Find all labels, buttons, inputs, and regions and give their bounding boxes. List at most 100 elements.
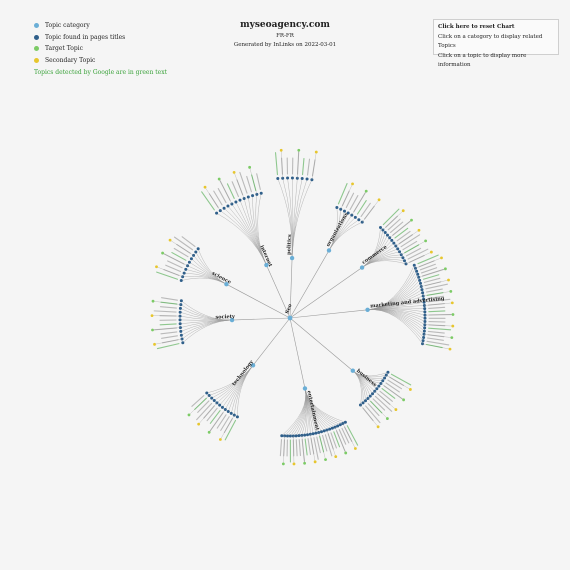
sub-node[interactable] bbox=[449, 289, 453, 293]
leaf-node[interactable] bbox=[235, 415, 239, 419]
sub-node[interactable] bbox=[155, 265, 158, 269]
sub-node[interactable] bbox=[401, 209, 405, 213]
sub-node[interactable] bbox=[187, 413, 191, 417]
sub-node[interactable] bbox=[344, 451, 348, 455]
leaf-node[interactable] bbox=[178, 322, 182, 326]
leaf-node[interactable] bbox=[423, 319, 427, 323]
leaf-node[interactable] bbox=[401, 256, 405, 260]
leaf-node[interactable] bbox=[398, 250, 402, 254]
leaf-node[interactable] bbox=[300, 177, 304, 181]
sub-node[interactable] bbox=[377, 198, 381, 202]
leaf-node[interactable] bbox=[184, 267, 188, 271]
leaf-node[interactable] bbox=[319, 430, 323, 434]
leaf-node[interactable] bbox=[280, 434, 284, 438]
sub-node[interactable] bbox=[232, 170, 236, 174]
leaf-node[interactable] bbox=[182, 271, 186, 275]
leaf-node[interactable] bbox=[368, 394, 372, 398]
category-label[interactable]: technology bbox=[231, 358, 255, 387]
leaf-node[interactable] bbox=[346, 211, 350, 215]
leaf-node[interactable] bbox=[187, 260, 191, 264]
leaf-node[interactable] bbox=[357, 218, 361, 222]
sub-node[interactable] bbox=[168, 238, 172, 242]
leaf-node[interactable] bbox=[286, 176, 290, 180]
leaf-node[interactable] bbox=[421, 339, 425, 343]
category-node[interactable] bbox=[326, 248, 332, 253]
leaf-node[interactable] bbox=[285, 434, 289, 438]
leaf-node[interactable] bbox=[381, 379, 385, 383]
leaf-node[interactable] bbox=[363, 399, 367, 403]
leaf-node[interactable] bbox=[276, 177, 280, 181]
sub-node[interactable] bbox=[161, 251, 164, 255]
leaf-node[interactable] bbox=[423, 326, 427, 330]
leaf-node[interactable] bbox=[238, 198, 242, 202]
leaf-node[interactable] bbox=[375, 387, 379, 391]
category-label[interactable]: entertainment bbox=[306, 390, 320, 431]
root-node[interactable] bbox=[287, 315, 293, 321]
leaf-node[interactable] bbox=[422, 300, 426, 304]
sub-node[interactable] bbox=[314, 150, 318, 154]
leaf-node[interactable] bbox=[189, 257, 193, 261]
leaf-node[interactable] bbox=[205, 391, 209, 395]
leaf-node[interactable] bbox=[179, 279, 183, 283]
leaf-node[interactable] bbox=[220, 405, 224, 409]
leaf-node[interactable] bbox=[336, 424, 340, 428]
category-node[interactable] bbox=[250, 363, 256, 368]
category-node[interactable] bbox=[302, 386, 308, 391]
category-node[interactable] bbox=[350, 368, 356, 373]
sub-node[interactable] bbox=[313, 460, 317, 464]
leaf-node[interactable] bbox=[418, 281, 422, 285]
sub-node[interactable] bbox=[451, 313, 455, 316]
leaf-node[interactable] bbox=[338, 423, 342, 427]
leaf-node[interactable] bbox=[226, 204, 230, 208]
leaf-node[interactable] bbox=[379, 225, 383, 229]
sub-node[interactable] bbox=[153, 342, 156, 346]
leaf-node[interactable] bbox=[290, 176, 294, 180]
sub-node[interactable] bbox=[203, 185, 207, 189]
leaf-node[interactable] bbox=[415, 269, 419, 273]
category-label[interactable]: society bbox=[215, 314, 236, 321]
leaf-node[interactable] bbox=[178, 306, 182, 310]
category-label[interactable]: commerce bbox=[361, 244, 388, 266]
leaf-node[interactable] bbox=[403, 259, 407, 263]
leaf-node[interactable] bbox=[178, 310, 182, 314]
leaf-node[interactable] bbox=[179, 333, 183, 337]
leaf-node[interactable] bbox=[222, 206, 226, 210]
sub-node[interactable] bbox=[248, 165, 252, 169]
sub-node[interactable] bbox=[408, 388, 412, 391]
sub-node[interactable] bbox=[447, 278, 450, 282]
leaf-node[interactable] bbox=[212, 399, 216, 403]
sub-node[interactable] bbox=[324, 458, 327, 462]
sub-node[interactable] bbox=[297, 148, 301, 152]
leaf-node[interactable] bbox=[246, 195, 250, 199]
sub-node[interactable] bbox=[444, 267, 447, 271]
leaf-node[interactable] bbox=[422, 297, 426, 301]
sub-node[interactable] bbox=[429, 250, 433, 254]
leaf-node[interactable] bbox=[314, 431, 318, 435]
leaf-node[interactable] bbox=[311, 432, 315, 436]
sub-node[interactable] bbox=[151, 328, 154, 332]
leaf-node[interactable] bbox=[210, 396, 214, 400]
sub-node[interactable] bbox=[450, 336, 454, 340]
sub-node[interactable] bbox=[351, 182, 354, 186]
leaf-node[interactable] bbox=[288, 434, 292, 438]
leaf-node[interactable] bbox=[234, 200, 238, 204]
leaf-node[interactable] bbox=[392, 241, 396, 245]
leaf-node[interactable] bbox=[179, 329, 183, 333]
leaf-node[interactable] bbox=[416, 272, 420, 276]
leaf-node[interactable] bbox=[423, 307, 427, 311]
sub-node[interactable] bbox=[385, 417, 389, 420]
leaf-node[interactable] bbox=[353, 215, 357, 219]
leaf-node[interactable] bbox=[396, 247, 400, 251]
sub-node[interactable] bbox=[394, 408, 398, 411]
category-label[interactable]: politics bbox=[286, 234, 293, 255]
leaf-node[interactable] bbox=[385, 233, 389, 237]
leaf-node[interactable] bbox=[215, 211, 219, 215]
leaf-node[interactable] bbox=[305, 177, 309, 181]
leaf-node[interactable] bbox=[361, 401, 365, 405]
leaf-node[interactable] bbox=[386, 370, 390, 374]
category-label[interactable]: marketing and advertising bbox=[370, 296, 445, 310]
reset-chart-button[interactable]: Click here to reset Chart bbox=[438, 24, 515, 30]
leaf-node[interactable] bbox=[377, 384, 381, 388]
leaf-node[interactable] bbox=[251, 194, 255, 198]
leaf-node[interactable] bbox=[194, 250, 198, 254]
